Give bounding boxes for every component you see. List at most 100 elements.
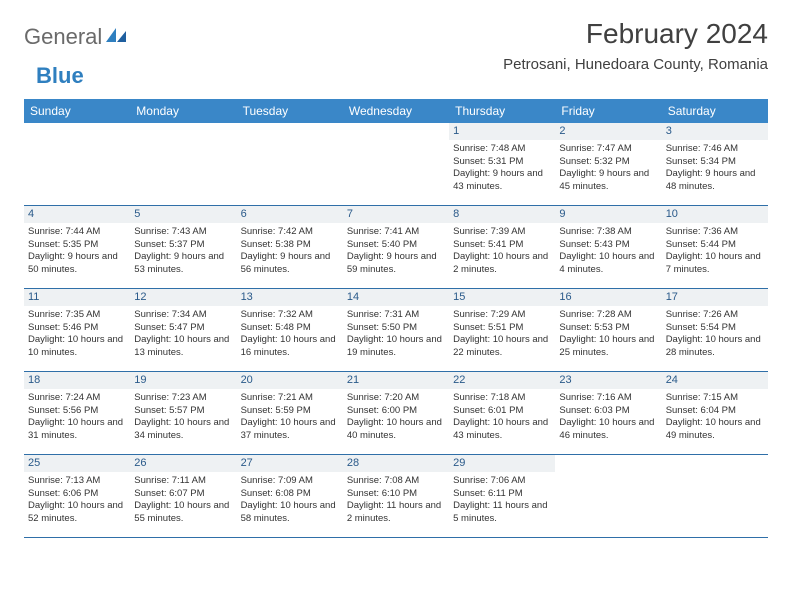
day-cell: [130, 123, 236, 205]
day-number: 3: [662, 123, 768, 140]
day-number: 20: [237, 372, 343, 389]
day-cell: 6Sunrise: 7:42 AMSunset: 5:38 PMDaylight…: [237, 206, 343, 288]
daylight-text: Daylight: 10 hours and 25 minutes.: [559, 334, 657, 360]
day-number: 28: [343, 455, 449, 472]
daylight-text: Daylight: 11 hours and 5 minutes.: [453, 500, 551, 526]
daylight-text: Daylight: 9 hours and 50 minutes.: [28, 251, 126, 277]
daylight-text: Daylight: 10 hours and 46 minutes.: [559, 417, 657, 443]
daylight-text: Daylight: 10 hours and 19 minutes.: [347, 334, 445, 360]
day-cell: 12Sunrise: 7:34 AMSunset: 5:47 PMDayligh…: [130, 289, 236, 371]
sunset-text: Sunset: 5:50 PM: [347, 322, 445, 335]
day-number: 26: [130, 455, 236, 472]
week-row: 25Sunrise: 7:13 AMSunset: 6:06 PMDayligh…: [24, 455, 768, 538]
day-cell: 25Sunrise: 7:13 AMSunset: 6:06 PMDayligh…: [24, 455, 130, 537]
title-block: February 2024 Petrosani, Hunedoara Count…: [503, 18, 768, 73]
daylight-text: Daylight: 10 hours and 28 minutes.: [666, 334, 764, 360]
sunrise-text: Sunrise: 7:48 AM: [453, 143, 551, 156]
day-number: 25: [24, 455, 130, 472]
week-row: 11Sunrise: 7:35 AMSunset: 5:46 PMDayligh…: [24, 289, 768, 372]
logo: General: [24, 18, 130, 50]
day-number: 16: [555, 289, 661, 306]
day-cell: 21 Sunrise: 7:20 AMSunset: 6:00 PMDayligh…: [343, 372, 449, 454]
logo-text-blue: Blue: [36, 63, 84, 89]
daylight-text: Daylight: 10 hours and 52 minutes.: [28, 500, 126, 526]
day-number: 27: [237, 455, 343, 472]
sunset-text: Sunset: 6:01 PM: [453, 405, 551, 418]
header-cell-saturday: Saturday: [662, 99, 768, 123]
day-cell: [343, 123, 449, 205]
day-number: 4: [24, 206, 130, 223]
day-cell: 24 Sunrise: 7:15 AMSunset: 6:04 PMDayligh…: [662, 372, 768, 454]
sunrise-text: Sunrise: 7:46 AM: [666, 143, 764, 156]
sunrise-text: Sunrise: 7:20 AM: [347, 392, 445, 405]
header-cell-tuesday: Tuesday: [237, 99, 343, 123]
day-cell: 16Sunrise: 7:28 AMSunset: 5:53 PMDayligh…: [555, 289, 661, 371]
sunrise-text: Sunrise: 7:16 AM: [559, 392, 657, 405]
sunset-text: Sunset: 5:51 PM: [453, 322, 551, 335]
day-cell: 29Sunrise: 7:06 AMSunset: 6:11 PMDayligh…: [449, 455, 555, 537]
day-cell: 2Sunrise: 7:47 AMSunset: 5:32 PMDaylight…: [555, 123, 661, 205]
day-cell: 3Sunrise: 7:46 AMSunset: 5:34 PMDaylight…: [662, 123, 768, 205]
sunrise-text: Sunrise: 7:31 AM: [347, 309, 445, 322]
daylight-text: Daylight: 9 hours and 56 minutes.: [241, 251, 339, 277]
day-cell: 22Sunrise: 7:18 AMSunset: 6:01 PMDayligh…: [449, 372, 555, 454]
sunset-text: Sunset: 6:00 PM: [347, 405, 445, 418]
sunset-text: Sunset: 5:59 PM: [241, 405, 339, 418]
sunrise-text: Sunrise: 7:24 AM: [28, 392, 126, 405]
month-title: February 2024: [503, 18, 768, 50]
day-cell: 7Sunrise: 7:41 AMSunset: 5:40 PMDaylight…: [343, 206, 449, 288]
day-number: 10: [662, 206, 768, 223]
day-cell: 9Sunrise: 7:38 AMSunset: 5:43 PMDaylight…: [555, 206, 661, 288]
day-number: 14: [343, 289, 449, 306]
sunrise-text: Sunrise: 7:32 AM: [241, 309, 339, 322]
sunset-text: Sunset: 5:43 PM: [559, 239, 657, 252]
day-number: 21: [343, 372, 449, 389]
day-cell: 14 Sunrise: 7:31 AMSunset: 5:50 PMDayligh…: [343, 289, 449, 371]
day-number: 23: [555, 372, 661, 389]
sunrise-text: Sunrise: 7:47 AM: [559, 143, 657, 156]
calendar-header-row: SundayMondayTuesdayWednesdayThursdayFrid…: [24, 99, 768, 123]
day-cell: 26Sunrise: 7:11 AMSunset: 6:07 PMDayligh…: [130, 455, 236, 537]
sunrise-text: Sunrise: 7:35 AM: [28, 309, 126, 322]
sunrise-text: Sunrise: 7:15 AM: [666, 392, 764, 405]
daylight-text: Daylight: 10 hours and 40 minutes.: [347, 417, 445, 443]
day-cell: 8Sunrise: 7:39 AMSunset: 5:41 PMDaylight…: [449, 206, 555, 288]
day-number: 24: [662, 372, 768, 389]
header-cell-friday: Friday: [555, 99, 661, 123]
sunset-text: Sunset: 6:08 PM: [241, 488, 339, 501]
sunrise-text: Sunrise: 7:23 AM: [134, 392, 232, 405]
daylight-text: Daylight: 10 hours and 31 minutes.: [28, 417, 126, 443]
daylight-text: Daylight: 10 hours and 49 minutes.: [666, 417, 764, 443]
day-number: 11: [24, 289, 130, 306]
day-cell: 13Sunrise: 7:32 AMSunset: 5:48 PMDayligh…: [237, 289, 343, 371]
sunset-text: Sunset: 6:03 PM: [559, 405, 657, 418]
daylight-text: Daylight: 9 hours and 48 minutes.: [666, 168, 764, 194]
sunset-text: Sunset: 5:37 PM: [134, 239, 232, 252]
daylight-text: Daylight: 10 hours and 13 minutes.: [134, 334, 232, 360]
day-cell: 10Sunrise: 7:36 AMSunset: 5:44 PMDayligh…: [662, 206, 768, 288]
sunrise-text: Sunrise: 7:09 AM: [241, 475, 339, 488]
week-row: 4Sunrise: 7:44 AMSunset: 5:35 PMDaylight…: [24, 206, 768, 289]
sunrise-text: Sunrise: 7:26 AM: [666, 309, 764, 322]
sunset-text: Sunset: 5:44 PM: [666, 239, 764, 252]
sunset-text: Sunset: 5:35 PM: [28, 239, 126, 252]
sunset-text: Sunset: 5:56 PM: [28, 405, 126, 418]
day-cell: 27Sunrise: 7:09 AMSunset: 6:08 PMDayligh…: [237, 455, 343, 537]
sunrise-text: Sunrise: 7:44 AM: [28, 226, 126, 239]
daylight-text: Daylight: 10 hours and 34 minutes.: [134, 417, 232, 443]
daylight-text: Daylight: 10 hours and 10 minutes.: [28, 334, 126, 360]
day-number: 22: [449, 372, 555, 389]
sunset-text: Sunset: 6:04 PM: [666, 405, 764, 418]
sunset-text: Sunset: 5:32 PM: [559, 156, 657, 169]
day-number: 17: [662, 289, 768, 306]
week-row: 1Sunrise: 7:48 AMSunset: 5:31 PMDaylight…: [24, 123, 768, 206]
sunrise-text: Sunrise: 7:29 AM: [453, 309, 551, 322]
day-cell: 15Sunrise: 7:29 AMSunset: 5:51 PMDayligh…: [449, 289, 555, 371]
day-cell: 1Sunrise: 7:48 AMSunset: 5:31 PMDaylight…: [449, 123, 555, 205]
sunset-text: Sunset: 5:48 PM: [241, 322, 339, 335]
sunset-text: Sunset: 5:31 PM: [453, 156, 551, 169]
day-cell: 4 Sunrise: 7:44 AMSunset: 5:35 PMDaylight…: [24, 206, 130, 288]
daylight-text: Daylight: 10 hours and 4 minutes.: [559, 251, 657, 277]
sunset-text: Sunset: 5:47 PM: [134, 322, 232, 335]
sunrise-text: Sunrise: 7:41 AM: [347, 226, 445, 239]
